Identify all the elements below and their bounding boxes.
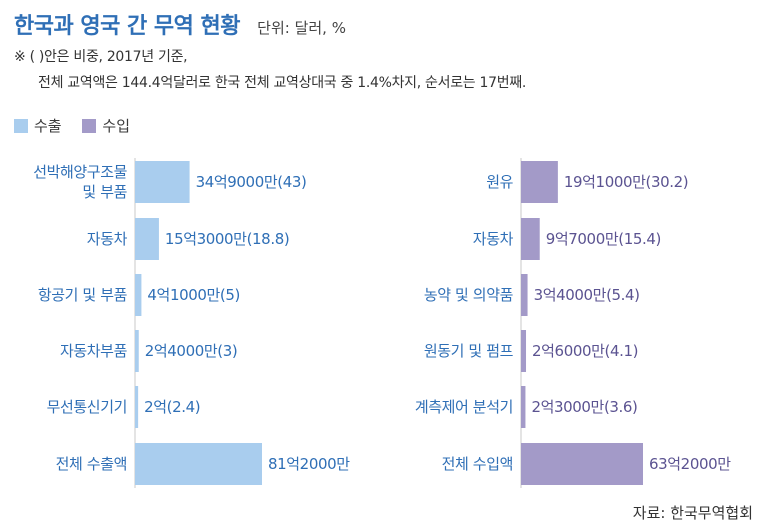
import-bar-0 xyxy=(521,161,558,203)
import-bar-4 xyxy=(521,386,526,428)
export-value-label-1: 15억3000만(18.8) xyxy=(165,230,289,248)
import-bar-3 xyxy=(521,330,527,372)
note-line-2: 전체 교역액은 144.4억달러로 한국 전체 교역상대국 중 1.4%차지, … xyxy=(38,75,527,91)
import-value-label-0: 19억1000만(30.2) xyxy=(564,173,688,191)
import-category-label-1: 자동차 xyxy=(473,230,514,248)
legend: 수출 수입 xyxy=(14,115,146,137)
import-bar-2 xyxy=(521,274,528,316)
export-category-label-2: 항공기 및 부품 xyxy=(38,286,127,304)
export-bar-0 xyxy=(135,161,190,203)
legend-item-export: 수출 xyxy=(14,115,62,136)
source-note: 자료: 한국무역협회 xyxy=(632,504,753,522)
legend-label-import: 수입 xyxy=(102,117,130,135)
import-bar-5 xyxy=(521,443,643,485)
import-category-label-3: 원동기 및 펌프 xyxy=(424,342,514,360)
import-value-label-4: 2억3000만(3.6) xyxy=(531,398,637,416)
export-bar-4 xyxy=(135,386,139,428)
export-value-label-3: 2억4000만(3) xyxy=(145,342,238,360)
export-category-label-5: 전체 수출액 xyxy=(56,455,127,473)
legend-label-export: 수출 xyxy=(34,117,62,135)
import-category-label-4: 계측제어 분석기 xyxy=(415,398,513,416)
export-value-label-2: 4억1000만(5) xyxy=(147,286,240,304)
export-bar-5 xyxy=(135,443,262,485)
legend-item-import: 수입 xyxy=(82,115,130,136)
import-value-label-5: 63억2000만 xyxy=(649,455,731,473)
import-value-label-2: 3억4000만(5.4) xyxy=(534,286,640,304)
export-category-label-0: 선박해양구조물 및 부품 xyxy=(33,163,127,201)
legend-swatch-import xyxy=(82,118,97,133)
chart-title: 한국과 영국 간 무역 현황 xyxy=(14,14,241,39)
export-value-label-4: 2억(2.4) xyxy=(144,398,200,416)
import-value-label-1: 9억7000만(15.4) xyxy=(546,230,661,248)
export-bar-2 xyxy=(135,274,142,316)
import-category-label-5: 전체 수입액 xyxy=(442,455,513,473)
import-bar-1 xyxy=(521,218,540,260)
export-category-label-1: 자동차 xyxy=(87,230,128,248)
export-bar-1 xyxy=(135,218,159,260)
export-category-label-3: 자동차부품 xyxy=(60,342,127,360)
unit-note: 단위: 달러, % xyxy=(257,19,346,37)
import-value-label-3: 2억6000만(4.1) xyxy=(532,342,638,360)
export-bar-3 xyxy=(135,330,139,372)
legend-swatch-export xyxy=(14,118,28,133)
note-line-1: ※ ( )안은 비중, 2017년 기준, xyxy=(14,49,188,65)
export-category-label-4: 무선통신기기 xyxy=(47,398,127,416)
export-value-label-5: 81억2000만 xyxy=(268,455,350,473)
import-category-label-2: 농약 및 의약품 xyxy=(424,286,513,304)
import-category-label-0: 원유 xyxy=(486,173,513,191)
export-value-label-0: 34억9000만(43) xyxy=(196,173,307,191)
chart-header: 한국과 영국 간 무역 현황 단위: 달러, % xyxy=(14,8,346,40)
